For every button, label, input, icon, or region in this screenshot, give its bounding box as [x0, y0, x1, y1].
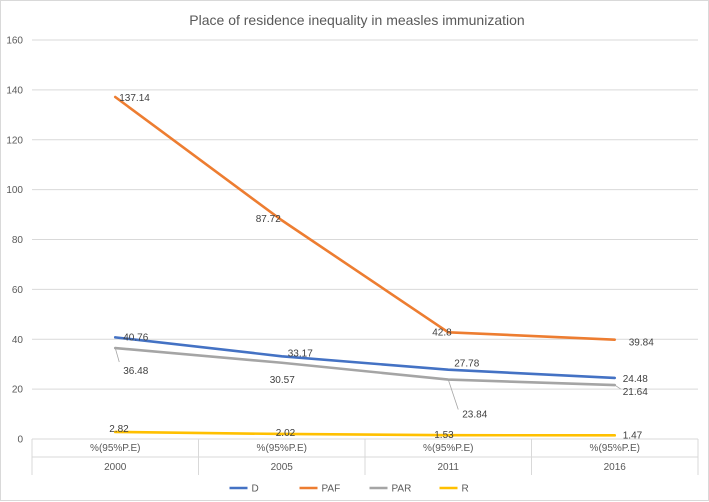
- data-label-paf: 42.8: [432, 327, 452, 338]
- y-tick-label: 40: [12, 335, 24, 346]
- data-label-d: 27.78: [454, 359, 479, 370]
- data-labels: 40.76 33.17 27.78 24.48 137.14 87.72 42.8 39.84…: [109, 93, 654, 441]
- data-label-r: 2.02: [276, 428, 296, 439]
- x-tick-label-sub: %(95%P.E): [90, 443, 140, 454]
- x-tick-label-sub: %(95%P.E): [590, 443, 640, 454]
- data-label-leader: [614, 384, 621, 390]
- y-tick-label: 0: [17, 435, 23, 446]
- legend: D PAF PAR R: [229, 484, 469, 495]
- data-label-r: 2.82: [109, 424, 129, 435]
- data-label-par: 23.84: [462, 410, 487, 421]
- data-label-d: 24.48: [623, 374, 648, 385]
- data-label-leader: [114, 347, 120, 363]
- x-tick-label-year: 2005: [271, 462, 294, 473]
- y-tick-label: 140: [6, 85, 23, 96]
- series-line-d: [113, 336, 617, 380]
- x-tick-label-year: 2000: [104, 462, 127, 473]
- legend-label-par: PAR: [392, 484, 412, 495]
- series-line-paf: [113, 95, 617, 341]
- legend-label-paf: PAF: [322, 484, 341, 495]
- legend-label-r: R: [462, 484, 469, 495]
- x-tick-label-year: 2016: [604, 462, 627, 473]
- y-tick-label: 60: [12, 285, 24, 296]
- data-label-paf: 87.72: [256, 214, 281, 225]
- y-tick-label: 100: [6, 185, 23, 196]
- series-line-par: [113, 346, 617, 387]
- data-label-r: 1.53: [434, 430, 454, 441]
- y-tick-label: 20: [12, 385, 24, 396]
- axes: 0 20 40 60 80 100 120 140 160 %(95%P.E) 2000 %(95%P…: [6, 36, 699, 475]
- chart-title: Place of residence inequality in measles…: [189, 12, 524, 28]
- x-tick-label-sub: %(95%P.E): [423, 443, 473, 454]
- data-label-r: 1.47: [623, 430, 643, 441]
- series-line-r: [113, 430, 617, 437]
- x-tick-label-year: 2011: [437, 462, 459, 473]
- data-label-d: 33.17: [288, 348, 313, 359]
- y-tick-label: 80: [12, 235, 24, 246]
- data-label-par: 21.64: [623, 387, 648, 398]
- x-tick-label-sub: %(95%P.E): [257, 443, 307, 454]
- data-label-par: 36.48: [123, 366, 148, 377]
- data-label-d: 40.76: [123, 332, 148, 343]
- y-tick-label: 160: [6, 36, 23, 47]
- legend-label-d: D: [252, 484, 259, 495]
- y-tick-label: 120: [6, 135, 23, 146]
- series-lines: [113, 95, 617, 437]
- data-label-paf: 39.84: [629, 338, 654, 349]
- data-label-leader: [447, 379, 459, 410]
- data-label-paf: 137.14: [119, 93, 150, 104]
- data-label-par: 30.57: [270, 375, 295, 386]
